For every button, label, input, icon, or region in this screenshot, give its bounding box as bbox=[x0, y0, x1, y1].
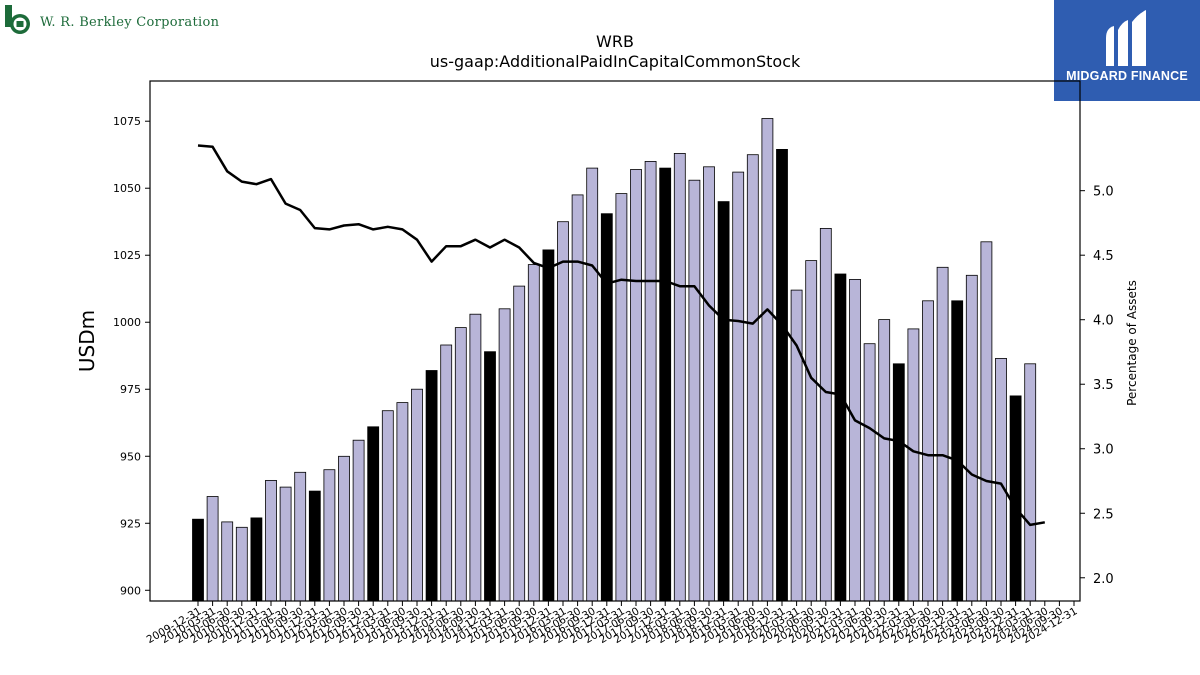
y-axis-label: USDm bbox=[75, 310, 99, 372]
y-tick-label: 1050 bbox=[113, 182, 141, 195]
bar-2021-03-31 bbox=[849, 278, 861, 602]
bar-2019-06-30 bbox=[746, 154, 759, 602]
chart-title: WRB bbox=[596, 32, 634, 51]
bar-2021-12-31 bbox=[892, 363, 905, 602]
pct-assets-line bbox=[197, 144, 1046, 527]
y-tick-label: 975 bbox=[120, 383, 141, 396]
bar-2009-12-31 bbox=[192, 518, 204, 602]
bar-2011-03-31 bbox=[265, 479, 277, 602]
bar-2022-06-30 bbox=[922, 300, 934, 602]
bar-2018-06-30 bbox=[688, 179, 701, 602]
bar-2018-12-31 bbox=[717, 201, 730, 602]
y-tick-label: 900 bbox=[120, 584, 141, 597]
bar-2013-09-30 bbox=[411, 388, 423, 602]
bar-2022-03-31 bbox=[907, 328, 920, 602]
bar-2020-06-30 bbox=[805, 260, 818, 602]
bar-2014-03-31 bbox=[440, 344, 453, 602]
bar-2021-09-30 bbox=[878, 319, 891, 602]
bar-2022-09-30 bbox=[936, 266, 949, 602]
bar-2019-03-31 bbox=[732, 171, 745, 602]
bar-2016-03-31 bbox=[557, 221, 569, 602]
bar-2016-09-30 bbox=[586, 167, 599, 602]
bar-2023-03-31 bbox=[965, 274, 978, 602]
y-tick-label: 1075 bbox=[113, 115, 141, 128]
midgard-finance-logo: MIDGARD FINANCE bbox=[1054, 0, 1200, 101]
bar-2011-06-30 bbox=[279, 486, 292, 602]
bar-2021-06-30 bbox=[863, 343, 876, 602]
bar-2018-09-30 bbox=[703, 166, 715, 602]
y2-tick-label: 3.5 bbox=[1093, 378, 1114, 393]
bar-2010-09-30 bbox=[235, 526, 248, 602]
bar-2011-12-31 bbox=[308, 490, 321, 602]
y2-tick-label: 3.0 bbox=[1093, 443, 1114, 458]
midgard-m-emblem-icon bbox=[1106, 10, 1146, 66]
y-tick-label: 925 bbox=[120, 517, 141, 530]
bar-2012-09-30 bbox=[352, 439, 365, 602]
bar-2018-03-31 bbox=[673, 152, 686, 602]
y2-tick-label: 2.0 bbox=[1093, 572, 1114, 587]
y-tick-label: 1025 bbox=[113, 249, 141, 262]
bar-2012-12-31 bbox=[367, 426, 380, 602]
plot-frame bbox=[149, 80, 1081, 602]
bar-2010-06-30 bbox=[221, 521, 234, 602]
berkley-logo: W. R. Berkley Corporation bbox=[4, 4, 219, 36]
y-tick-label: 1000 bbox=[113, 316, 141, 329]
bar-2011-09-30 bbox=[294, 471, 307, 602]
bar-2017-12-31 bbox=[659, 167, 672, 602]
y2-tick-label: 4.5 bbox=[1093, 249, 1114, 264]
y2-axis-label: Percentage of Assets bbox=[1125, 280, 1139, 406]
bar-2017-06-30 bbox=[630, 169, 642, 602]
bar-2013-06-30 bbox=[396, 402, 409, 602]
bar-2019-09-30 bbox=[761, 118, 774, 602]
bar-2014-06-30 bbox=[454, 327, 467, 602]
bar-2023-06-30 bbox=[980, 241, 993, 602]
bar-2012-06-30 bbox=[338, 455, 350, 602]
bar-2014-09-30 bbox=[469, 313, 482, 602]
y2-tick-label: 4.0 bbox=[1093, 314, 1114, 329]
bar-2019-12-31 bbox=[776, 148, 788, 602]
bar-2014-12-31 bbox=[484, 351, 496, 602]
bar-2010-12-31 bbox=[250, 517, 263, 602]
bar-2010-03-31 bbox=[206, 496, 219, 602]
midgard-finance-text: MIDGARD FINANCE bbox=[1066, 69, 1188, 83]
y2-tick-label: 2.5 bbox=[1093, 507, 1114, 522]
berkley-b-emblem-icon bbox=[5, 5, 30, 34]
bar-2022-12-31 bbox=[951, 300, 964, 602]
bar-2020-12-31 bbox=[834, 273, 847, 602]
bar-2015-06-30 bbox=[513, 285, 526, 602]
bar-2017-09-30 bbox=[644, 160, 657, 602]
bar-2015-03-31 bbox=[498, 308, 511, 602]
bar-2024-03-31 bbox=[1024, 363, 1037, 602]
berkley-logo-text: W. R. Berkley Corporation bbox=[40, 14, 220, 30]
chart-subtitle: us-gaap:AdditionalPaidInCapitalCommonSto… bbox=[429, 52, 801, 71]
bar-2016-06-30 bbox=[571, 194, 584, 602]
bar-2015-09-30 bbox=[527, 264, 540, 602]
bar-2020-09-30 bbox=[819, 227, 832, 602]
bar-2013-03-31 bbox=[381, 410, 394, 602]
y-tick-label: 950 bbox=[120, 450, 141, 463]
bar-2012-03-31 bbox=[323, 469, 336, 602]
bar-2023-12-31 bbox=[1009, 395, 1022, 602]
bar-2015-12-31 bbox=[542, 249, 555, 602]
bar-2017-03-31 bbox=[615, 193, 628, 602]
y2-tick-label: 5.0 bbox=[1093, 185, 1114, 200]
chart-title-block: WRB us-gaap:AdditionalPaidInCapitalCommo… bbox=[150, 32, 1080, 72]
bar-2013-12-31 bbox=[425, 370, 438, 602]
bar-2020-03-31 bbox=[790, 289, 803, 602]
bar-2023-09-30 bbox=[995, 357, 1007, 602]
bar-2016-12-31 bbox=[600, 213, 613, 602]
